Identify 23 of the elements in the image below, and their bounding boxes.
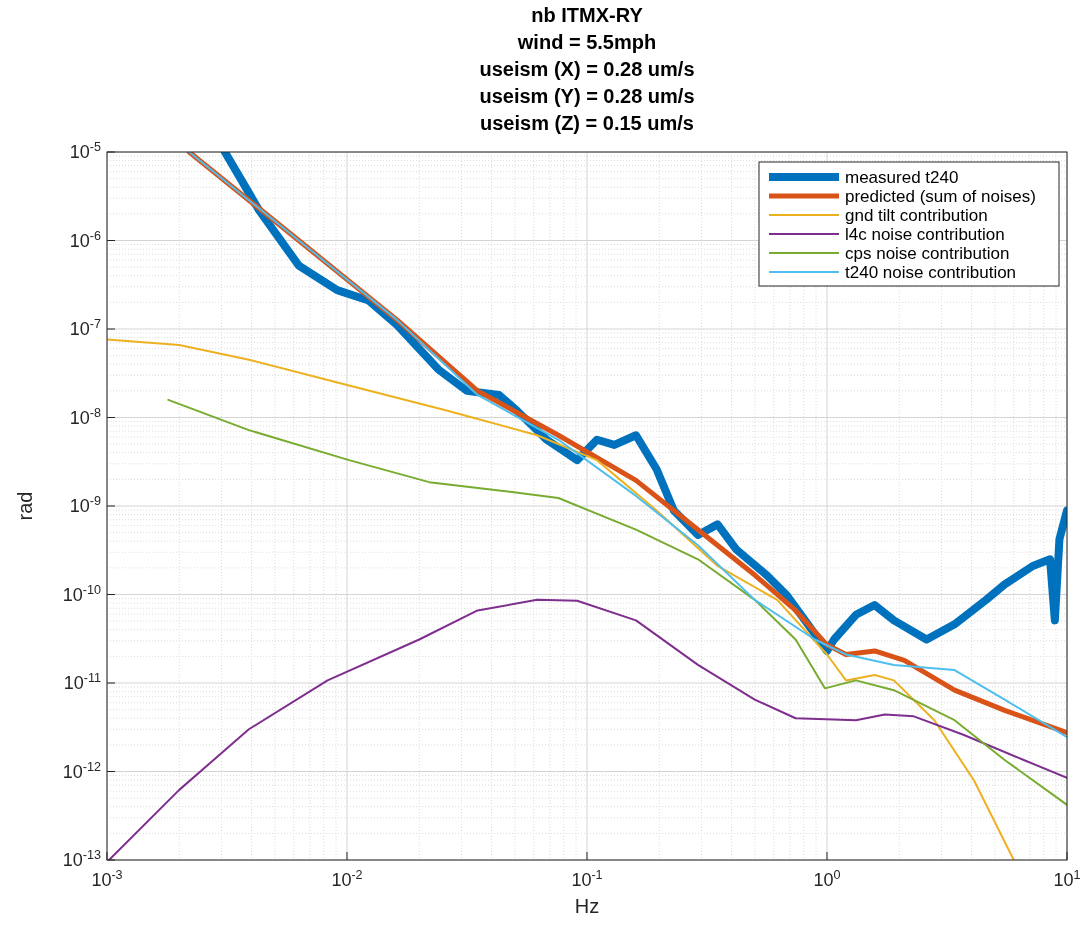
x-tick-label: 10$^{1}$ (1053, 868, 1081, 890)
legend-label: measured t240 (845, 168, 959, 187)
chart-title: nb ITMX-RY wind = 5.5mph useism (X) = 0.28 um/s useism (Y) = 0.28 um/s useism (Z) = 0.15 um/s (479, 4, 695, 134)
legend-label: l4c noise contribution (845, 225, 1005, 244)
x-tick-label: 10$^{-3}$ (91, 868, 123, 890)
y-tick-label: 10$^{-7}$ (69, 317, 101, 339)
y-tick-label: 10$^{-5}$ (69, 140, 101, 162)
y-tick-label: 10$^{-6}$ (69, 228, 101, 251)
legend-label: predicted (sum of noises) (845, 187, 1036, 206)
y-axis-title: rad (14, 491, 36, 521)
legend-label: cps noise contribution (845, 244, 1010, 263)
x-tick-label: 10$^{0}$ (813, 868, 841, 890)
y-tick-label: 10$^{-13}$ (62, 848, 101, 870)
legend-label: t240 noise contribution (845, 263, 1017, 282)
y-tick-label: 10$^{-10}$ (62, 582, 101, 605)
y-tick-label: 10$^{-11}$ (63, 671, 101, 693)
y-tick-label: 10$^{-9}$ (69, 494, 101, 516)
x-tick-label: 10$^{-1}$ (571, 868, 603, 890)
y-tick-label: 10$^{-8}$ (69, 405, 101, 428)
x-axis-title: Hz (574, 895, 600, 917)
y-tick-label: 10$^{-12}$ (62, 759, 101, 782)
legend-label: gnd tilt contribution (845, 206, 988, 225)
x-tick-label: 10$^{-2}$ (331, 868, 363, 890)
